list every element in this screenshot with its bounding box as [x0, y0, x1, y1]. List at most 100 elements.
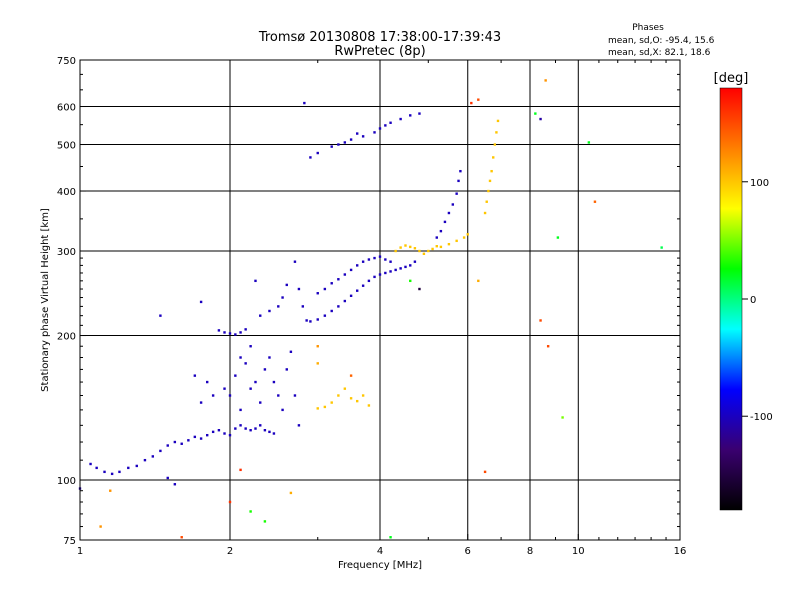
data-point: [199, 401, 203, 404]
data-point: [239, 408, 242, 412]
data-point: [159, 314, 162, 317]
data-point: [496, 119, 500, 123]
data-point: [173, 440, 177, 444]
data-point: [223, 387, 226, 390]
data-point: [435, 245, 438, 248]
data-point: [361, 284, 365, 287]
data-point: [166, 444, 169, 447]
data-point: [389, 121, 392, 124]
data-point: [193, 435, 197, 439]
data-point: [316, 318, 319, 321]
data-point: [422, 252, 426, 256]
data-point: [316, 407, 319, 410]
data-point: [244, 362, 247, 365]
data-point: [455, 192, 458, 195]
data-point: [330, 309, 333, 313]
colorbar-ticks: 100 0 -100: [742, 178, 773, 423]
data-point: [277, 394, 280, 397]
data-point: [485, 200, 488, 203]
data-point: [205, 380, 209, 384]
phase-info-x: mean, sd,X: 82.1, 18.6: [608, 48, 711, 58]
data-point: [249, 387, 252, 390]
data-point: [384, 124, 387, 127]
data-points: [78, 79, 663, 539]
data-point: [447, 242, 451, 246]
data-point: [343, 141, 347, 144]
y-axis-ticks: 75 100 200 300 400 500 600 750: [57, 56, 680, 547]
data-point: [394, 249, 397, 253]
data-point: [151, 455, 155, 458]
x-tick-label: 1: [77, 546, 83, 557]
scattered-point: [539, 319, 542, 322]
scattered-point: [289, 491, 293, 495]
scattered-point: [263, 520, 267, 523]
y-tick-label: 500: [57, 141, 76, 152]
x-tick-label: 10: [572, 546, 585, 557]
data-point: [249, 345, 252, 348]
data-point: [323, 314, 327, 317]
data-point: [337, 305, 340, 308]
scattered-point: [534, 112, 537, 115]
data-point: [394, 268, 397, 272]
x-axis-label: Frequency [MHz]: [338, 560, 422, 571]
scattered-point: [561, 416, 564, 419]
data-point: [367, 258, 371, 261]
data-point: [378, 255, 382, 258]
data-point: [293, 260, 297, 263]
data-point: [349, 138, 353, 141]
phase-info-header: Phases: [632, 23, 664, 33]
data-point: [451, 203, 455, 206]
data-point: [234, 427, 237, 430]
data-point: [187, 439, 190, 442]
scattered-point: [180, 536, 183, 539]
data-point: [399, 267, 402, 270]
data-point: [217, 329, 221, 332]
data-point: [361, 260, 365, 263]
x-tick-label: 6: [465, 546, 471, 557]
data-point: [293, 394, 297, 397]
data-point: [435, 236, 438, 239]
data-point: [281, 296, 284, 299]
y-tick-label: 75: [63, 536, 76, 547]
data-point: [211, 394, 215, 397]
x-tick-label: 8: [527, 546, 533, 557]
data-point: [323, 405, 327, 409]
data-point: [361, 394, 365, 397]
grid-lines: [80, 60, 680, 540]
data-point: [330, 401, 333, 404]
data-point: [323, 287, 327, 291]
data-point: [301, 305, 305, 308]
data-point: [263, 368, 267, 371]
scattered-point: [539, 117, 542, 121]
data-point: [483, 211, 487, 215]
data-point: [159, 449, 162, 453]
data-point: [349, 397, 353, 400]
data-point: [281, 408, 284, 412]
data-point: [234, 374, 237, 377]
data-point: [297, 424, 301, 427]
data-point: [490, 169, 493, 173]
data-point: [462, 236, 466, 239]
data-point: [349, 268, 353, 272]
scattered-point: [409, 279, 412, 283]
colorbar-tick-label: -100: [750, 412, 773, 423]
data-point: [239, 424, 242, 427]
scattered-point: [349, 374, 353, 377]
data-point: [316, 292, 319, 295]
data-point: [459, 169, 462, 173]
data-point: [349, 294, 353, 297]
colorbar-tick-label: 100: [750, 178, 769, 189]
colorbar-tick-label: 0: [750, 295, 756, 306]
data-point: [259, 314, 262, 317]
x-tick-label: 4: [377, 546, 383, 557]
y-tick-label: 300: [57, 247, 76, 258]
data-point: [355, 264, 359, 267]
scattered-point: [239, 468, 242, 472]
data-point: [277, 305, 280, 308]
data-point: [455, 239, 458, 243]
scattered-point: [109, 489, 112, 492]
data-point: [173, 483, 177, 486]
scattered-point: [303, 101, 306, 105]
data-point: [367, 279, 371, 283]
